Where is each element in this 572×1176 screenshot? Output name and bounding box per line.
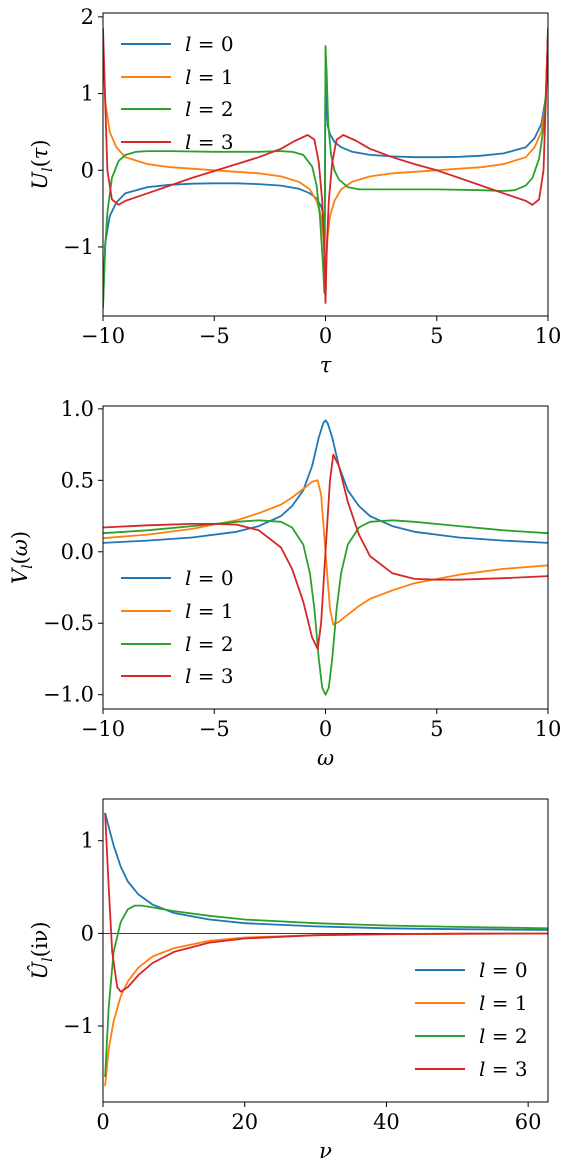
y-tick-label: −1 [63, 1014, 94, 1038]
legend-label-l3: l = 3 [185, 664, 234, 688]
legend: l = 0 l = 1 l = 2 l = 3 [415, 958, 528, 1081]
x-tick-label: 60 [515, 1110, 542, 1134]
legend-label-l1: l = 1 [479, 991, 528, 1015]
legend-label-l3: l = 3 [185, 130, 234, 154]
y-ticks: −1 0 1 2 [63, 5, 103, 259]
x-axis-label: ν [319, 1139, 332, 1163]
x-axis-label: τ [320, 353, 332, 377]
y-ticks: −1 0 1 [63, 829, 103, 1038]
x-tick-label: −10 [81, 717, 125, 741]
x-ticks: 0 20 40 60 [96, 1102, 542, 1134]
legend-entry: l = 0 [415, 958, 528, 982]
legend-entry: l = 0 [121, 32, 234, 56]
legend-entry: l = 0 [121, 566, 234, 590]
plot-frame [102, 798, 549, 1103]
x-ticks: −10 −5 0 5 10 [81, 316, 562, 348]
legend-label-l3: l = 3 [479, 1057, 528, 1081]
x-tick-label: −5 [199, 324, 230, 348]
legend-label-l0: l = 0 [479, 958, 528, 982]
x-axis-label: ω [317, 746, 334, 770]
series-line-l2 [104, 904, 548, 1078]
x-tick-label: 5 [430, 324, 443, 348]
y-axis-label: Vl(ω) [8, 531, 36, 584]
chart-panel-u-hat-nu: 0 20 40 60 −1 0 1 ν Ûl(iν) l = 0 l = 1 l = 2 … [27, 798, 549, 1163]
series-line-l0 [104, 812, 548, 931]
legend-label-l0: l = 0 [185, 566, 234, 590]
y-tick-label: 1.0 [61, 397, 94, 421]
x-tick-label: −5 [199, 717, 230, 741]
y-tick-label: 0 [81, 921, 94, 945]
x-tick-label: 10 [535, 324, 562, 348]
x-tick-label: −10 [81, 324, 125, 348]
legend: l = 0 l = 1 l = 2 l = 3 [121, 566, 234, 688]
series-lines [103, 419, 548, 696]
legend-label-l2: l = 2 [185, 632, 234, 656]
series-line-l2 [103, 519, 548, 696]
legend-entry: l = 3 [415, 1057, 528, 1081]
legend-entry: l = 1 [121, 65, 234, 89]
x-tick-label: 0 [319, 324, 332, 348]
legend-entry: l = 2 [121, 632, 234, 656]
x-tick-label: 0 [96, 1110, 109, 1134]
y-tick-label: 0 [81, 158, 94, 182]
y-tick-label: −0.5 [43, 611, 94, 635]
legend-label-l2: l = 2 [185, 97, 234, 121]
x-tick-label: 40 [373, 1110, 400, 1134]
x-tick-label: 10 [535, 717, 562, 741]
series-line-l2 [103, 32, 548, 309]
x-ticks: −10 −5 0 5 10 [81, 709, 562, 741]
y-tick-label: 0.0 [61, 540, 94, 564]
series-line-l3 [103, 28, 548, 304]
y-tick-label: −1 [63, 235, 94, 259]
chart-panel-v-omega: −10 −5 0 5 10 −1.0 −0.5 0.0 0.5 1.0 ω Vl(ω) l = … [8, 397, 561, 770]
y-axis-label: Ûl(iν) [27, 921, 56, 979]
x-tick-label: 5 [430, 717, 443, 741]
legend-entry: l = 3 [121, 664, 234, 688]
legend-entry: l = 2 [121, 97, 234, 121]
y-ticks: −1.0 −0.5 0.0 0.5 1.0 [43, 397, 103, 707]
y-tick-label: 1 [81, 829, 94, 853]
legend-entry: l = 1 [121, 599, 234, 623]
y-tick-label: −1.0 [43, 683, 94, 707]
y-tick-label: 2 [81, 5, 94, 29]
y-tick-label: 1 [81, 82, 94, 106]
series-line-l3 [104, 812, 548, 993]
legend-label-l1: l = 1 [185, 65, 234, 89]
legend-entry: l = 1 [415, 991, 528, 1015]
y-tick-label: 0.5 [61, 468, 94, 492]
legend-label-l0: l = 0 [185, 32, 234, 56]
legend-label-l2: l = 2 [479, 1024, 528, 1048]
x-tick-label: 20 [231, 1110, 258, 1134]
legend: l = 0 l = 1 l = 2 l = 3 [121, 32, 234, 154]
x-tick-label: 0 [319, 717, 332, 741]
series-lines [104, 812, 548, 1087]
legend-entry: l = 2 [415, 1024, 528, 1048]
series-line-l3 [103, 453, 548, 650]
series-lines [103, 28, 548, 309]
y-axis-label: Ul(τ) [28, 139, 56, 189]
legend-entry: l = 3 [121, 130, 234, 154]
legend-label-l1: l = 1 [185, 599, 234, 623]
